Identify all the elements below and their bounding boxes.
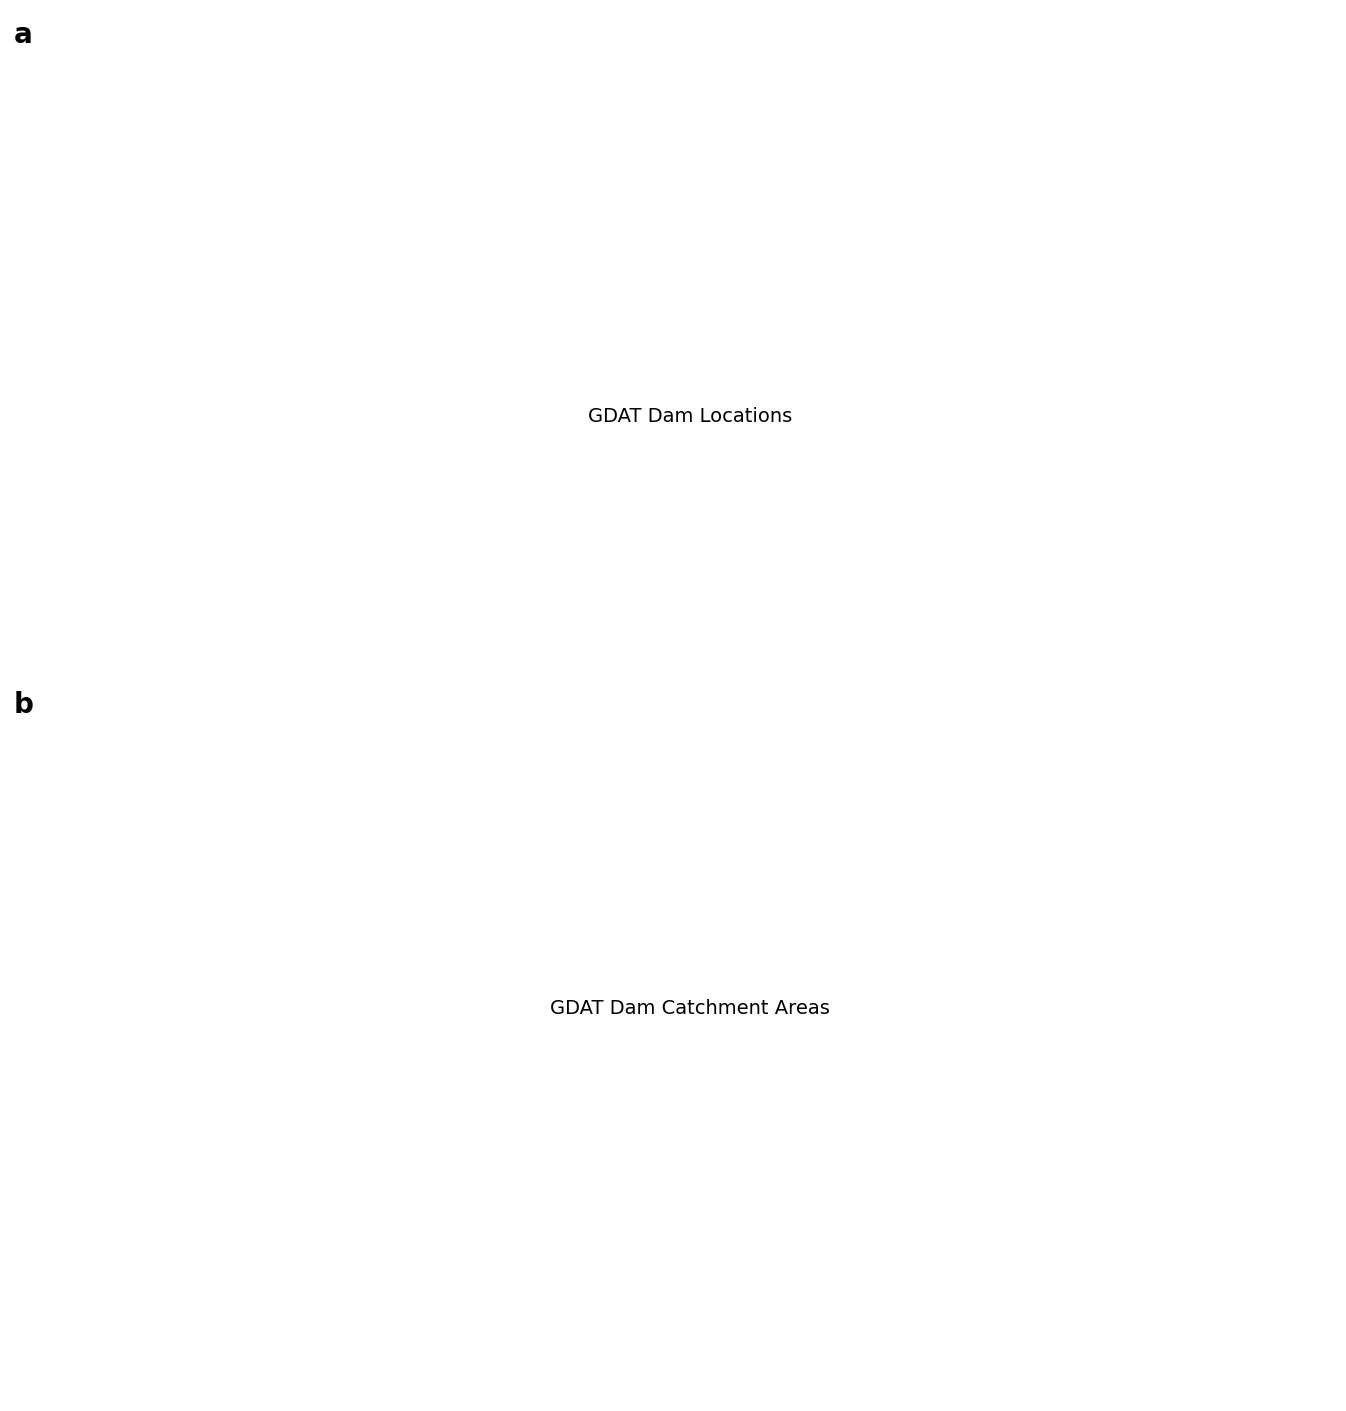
Text: a: a	[13, 21, 32, 49]
Text: GDAT Dam Locations: GDAT Dam Locations	[588, 406, 791, 426]
Text: b: b	[13, 691, 34, 720]
Text: GDAT Dam Catchment Areas: GDAT Dam Catchment Areas	[551, 999, 829, 1019]
